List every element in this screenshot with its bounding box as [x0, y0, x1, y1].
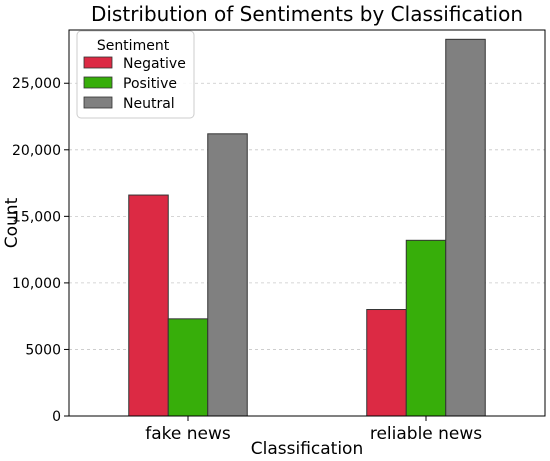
- legend-label-negative: Negative: [123, 56, 186, 72]
- legend-frame: [76, 30, 195, 119]
- y-tick-label: 0: [52, 409, 61, 425]
- legend-swatch-neutral: [83, 96, 113, 109]
- y-tick-label: 25,000: [12, 76, 61, 92]
- chart-title: Distribution of Sentiments by Classifica…: [91, 2, 523, 26]
- y-tick-label: 15,000: [12, 209, 61, 225]
- x-ticks: fake news reliable news: [145, 416, 482, 444]
- legend-items: Negative Positive Neutral: [83, 56, 186, 112]
- bar-negative-0: [128, 194, 169, 417]
- y-tick-label: 20,000: [12, 143, 61, 159]
- y-axis-label: Count: [2, 197, 22, 248]
- bar-positive-1: [405, 239, 447, 417]
- x-axis-label: Classification: [251, 439, 363, 459]
- legend-swatch-positive: [83, 76, 113, 89]
- bar-neutral-0: [207, 133, 248, 417]
- y-ticks: 0 5000 10,000 15,000 20,000 25,000: [12, 76, 69, 425]
- plot-frame: [68, 29, 546, 417]
- y-tick-label: 10,000: [12, 276, 61, 292]
- y-tick-label: 5000: [25, 342, 61, 358]
- legend-swatch-negative: [83, 56, 113, 69]
- bar-positive-0: [167, 318, 209, 417]
- legend: Sentiment Negative Positive Neutral: [76, 30, 195, 119]
- legend-title: Sentiment: [97, 38, 170, 54]
- legend-label-neutral: Neutral: [123, 96, 175, 112]
- bars: [128, 38, 486, 417]
- x-tick-label: reliable news: [370, 424, 482, 444]
- x-tick-label: fake news: [145, 424, 231, 444]
- bar-negative-1: [366, 309, 407, 417]
- bar-neutral-1: [445, 38, 486, 417]
- legend-label-positive: Positive: [123, 76, 177, 92]
